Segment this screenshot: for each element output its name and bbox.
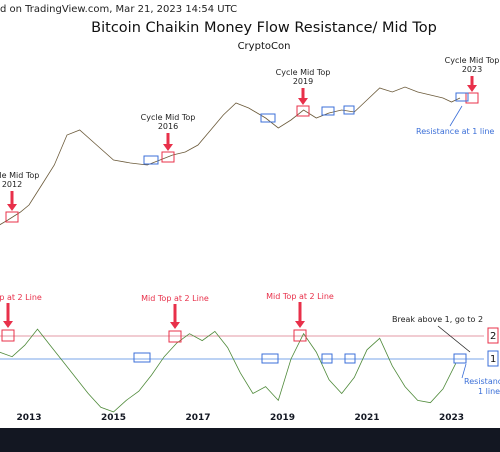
break-arrow — [437, 325, 471, 353]
chart-title: Bitcoin Chaikin Money Flow Resistance/ M… — [91, 20, 437, 36]
mid-top-label: Cycle Mid Top — [0, 171, 39, 180]
resistance-1-label-top: Resistance — [464, 377, 500, 386]
price-series-line — [0, 86, 461, 226]
resistance-label: Resistance at 1 line — [416, 127, 494, 136]
resistance-arrow — [449, 105, 463, 127]
x-tick-label: 2019 — [270, 413, 295, 423]
x-tick-label: 2013 — [16, 413, 41, 423]
oscillator-panel: Mid Top at 2 Line Mid Top at 2 Line Mid To… — [0, 292, 500, 413]
mid-top-2-line-label: Mid Top at 2 Line — [141, 294, 209, 303]
oscillator-annotations: Mid Top at 2 Line Mid Top at 2 Line Mid To… — [0, 292, 467, 364]
resistance-box — [321, 106, 335, 116]
mid-top-label: Cycle Mid Top — [276, 68, 331, 77]
resistance-box — [260, 113, 276, 123]
chart-subtitle: CryptoCon — [237, 41, 291, 52]
level-2-box — [487, 327, 499, 344]
mid-top-label: Cycle Mid Top — [141, 113, 196, 122]
resistance-1-arrow — [461, 363, 467, 379]
x-tick-label: 2015 — [101, 413, 126, 423]
level-1-box-mark — [261, 353, 279, 364]
mid-top-2-line-box — [1, 329, 15, 342]
mid-top-year: 2023 — [462, 65, 482, 74]
level-1-box-mark — [344, 353, 356, 364]
mid-top-year: 2012 — [2, 180, 22, 189]
mid-top-2-line-arrowhead — [295, 321, 305, 328]
mid-top-label: Cycle Mid Top — [445, 56, 500, 65]
x-tick-label: 2017 — [185, 413, 210, 423]
mid-top-box — [5, 211, 19, 223]
mid-top-year: 2016 — [158, 122, 178, 131]
mid-top-2-line-box — [168, 330, 182, 343]
mid-top-arrowhead — [163, 144, 173, 151]
mid-top-2-line-arrowhead — [3, 321, 13, 328]
level-1-box-mark — [133, 352, 151, 363]
mid-top-arrowhead — [7, 204, 17, 211]
resistance-box — [143, 155, 159, 165]
mid-top-2-line-label: Mid Top at 2 Line — [266, 292, 334, 301]
mid-top-2-line-label: Mid Top at 2 Line — [0, 293, 42, 302]
x-tick-label: 2021 — [354, 413, 379, 423]
level-1-label: 1 — [490, 354, 496, 365]
resistance-boxes — [143, 92, 469, 165]
mid-top-box — [296, 105, 310, 117]
oscillator-series-line — [0, 328, 457, 413]
mid-top-box — [161, 151, 175, 163]
break-label: Break above 1, go to 2 — [392, 315, 483, 324]
level-1-box-mark — [321, 353, 333, 364]
mid-top-arrowhead — [298, 98, 308, 105]
footer-bar — [0, 428, 500, 452]
level-2-label: 2 — [490, 331, 496, 342]
attribution-text: d on TradingView.com, Mar 21, 2023 14:54… — [0, 4, 238, 15]
resistance-1-label-bottom: 1 line — [478, 387, 500, 396]
mid-top-2-line-arrowhead — [170, 322, 180, 329]
level-1-box — [487, 350, 499, 367]
x-tick-label: 2023 — [439, 413, 464, 423]
x-axis: 2013 2015 2017 2019 2021 2023 — [16, 413, 464, 423]
mid-top-box — [465, 92, 479, 104]
resistance-box — [343, 105, 355, 115]
resistance-box — [455, 92, 469, 102]
header-bar: d on TradingView.com, Mar 21, 2023 14:54… — [0, 0, 500, 20]
level-1-box-mark — [453, 353, 467, 364]
mid-top-year: 2019 — [293, 77, 313, 86]
mid-top-arrowhead — [467, 85, 477, 92]
mid-top-2-line-box — [293, 329, 307, 342]
